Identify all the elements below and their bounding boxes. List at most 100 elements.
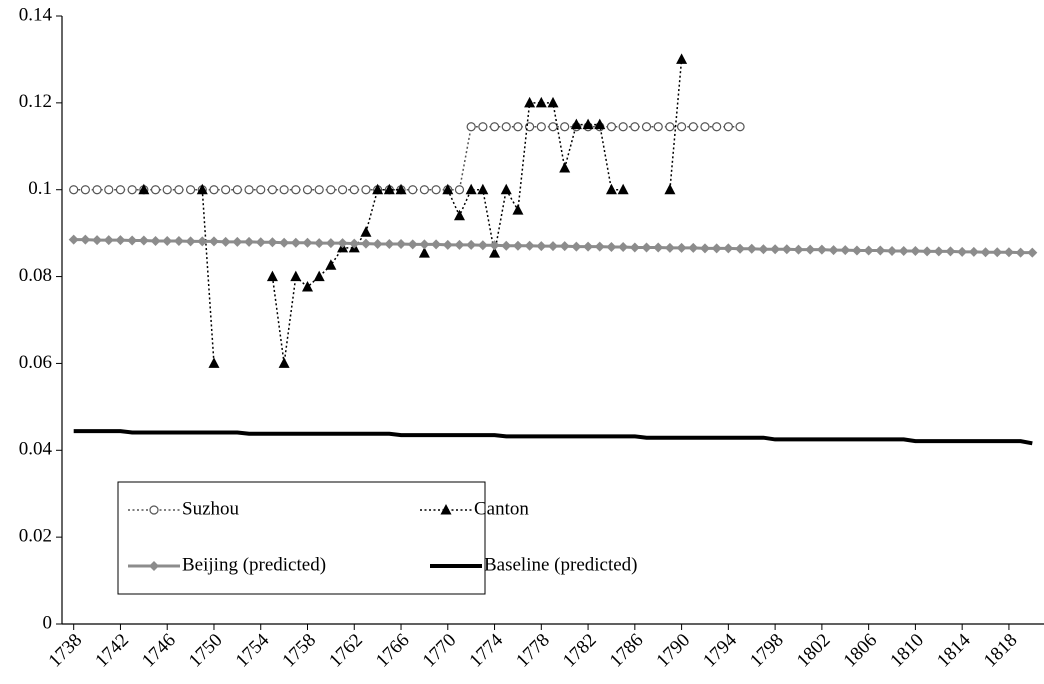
series	[68, 234, 1038, 258]
marker	[209, 185, 219, 195]
marker	[80, 234, 91, 245]
marker	[723, 122, 733, 132]
marker	[337, 185, 348, 195]
marker	[360, 226, 372, 237]
marker	[255, 237, 266, 248]
marker	[606, 122, 617, 132]
marker	[898, 245, 909, 256]
series	[69, 122, 745, 195]
series-line	[201, 189, 215, 364]
marker	[548, 122, 558, 132]
marker	[875, 245, 886, 256]
marker	[220, 236, 231, 247]
marker	[629, 242, 640, 253]
marker	[594, 241, 605, 252]
marker	[524, 240, 535, 251]
marker	[477, 240, 488, 251]
marker	[536, 241, 547, 252]
marker	[104, 185, 114, 195]
marker	[501, 122, 511, 132]
marker	[735, 243, 746, 254]
marker	[418, 247, 430, 258]
marker	[735, 122, 745, 132]
marker	[372, 183, 384, 195]
marker	[933, 246, 944, 257]
marker	[162, 185, 172, 195]
marker	[162, 235, 173, 246]
y-tick-label: 0.06	[19, 352, 52, 373]
y-tick-label: 0.08	[19, 265, 52, 286]
marker	[103, 235, 114, 246]
marker	[279, 185, 289, 195]
series-line	[669, 59, 683, 190]
y-tick-label: 0	[43, 612, 53, 633]
marker	[232, 185, 242, 195]
marker	[594, 118, 606, 130]
marker	[127, 185, 137, 195]
legend-label: Canton	[474, 498, 529, 519]
series-line	[73, 429, 1033, 446]
marker	[641, 242, 652, 253]
y-tick-label: 0.02	[19, 526, 52, 547]
marker	[244, 185, 254, 195]
marker	[291, 185, 301, 195]
marker	[547, 96, 559, 108]
marker	[197, 236, 208, 247]
marker	[513, 122, 523, 132]
marker	[150, 185, 161, 195]
marker	[384, 239, 395, 249]
marker	[208, 357, 220, 368]
marker	[431, 239, 442, 250]
marker	[174, 185, 184, 195]
marker	[653, 122, 663, 132]
marker	[712, 122, 722, 132]
marker	[478, 122, 488, 132]
marker	[69, 185, 79, 195]
marker	[442, 183, 454, 195]
marker	[489, 122, 500, 132]
marker	[605, 183, 617, 195]
marker	[688, 122, 698, 132]
marker	[337, 238, 348, 249]
marker	[816, 244, 827, 255]
y-tick-label: 0.1	[28, 178, 52, 199]
marker	[361, 185, 371, 195]
marker	[665, 122, 675, 132]
marker	[793, 244, 804, 255]
legend-label: Suzhou	[182, 498, 240, 519]
marker	[1027, 247, 1038, 258]
marker	[512, 204, 524, 215]
marker	[618, 122, 628, 132]
marker	[325, 259, 337, 270]
marker	[840, 245, 851, 256]
series-line	[73, 125, 741, 191]
legend-marker	[149, 505, 159, 515]
marker	[115, 235, 126, 246]
legend-marker	[149, 561, 159, 571]
marker	[290, 237, 301, 248]
marker	[630, 122, 640, 132]
marker	[349, 185, 359, 195]
marker	[266, 270, 278, 282]
marker	[770, 244, 781, 255]
marker	[559, 241, 570, 252]
series	[138, 53, 688, 368]
marker	[851, 245, 862, 256]
marker	[302, 185, 313, 195]
marker	[887, 245, 898, 256]
marker	[314, 185, 324, 195]
marker	[466, 239, 477, 250]
legend-box	[117, 481, 486, 595]
marker	[325, 238, 336, 249]
marker	[1003, 247, 1014, 258]
marker	[700, 122, 710, 132]
marker	[326, 185, 336, 195]
marker	[302, 237, 313, 248]
marker	[267, 185, 278, 195]
marker	[653, 242, 664, 253]
marker	[746, 243, 757, 254]
marker	[699, 243, 710, 254]
marker	[618, 242, 629, 253]
marker	[536, 122, 546, 132]
legend-label: Baseline (predicted)	[484, 554, 638, 575]
